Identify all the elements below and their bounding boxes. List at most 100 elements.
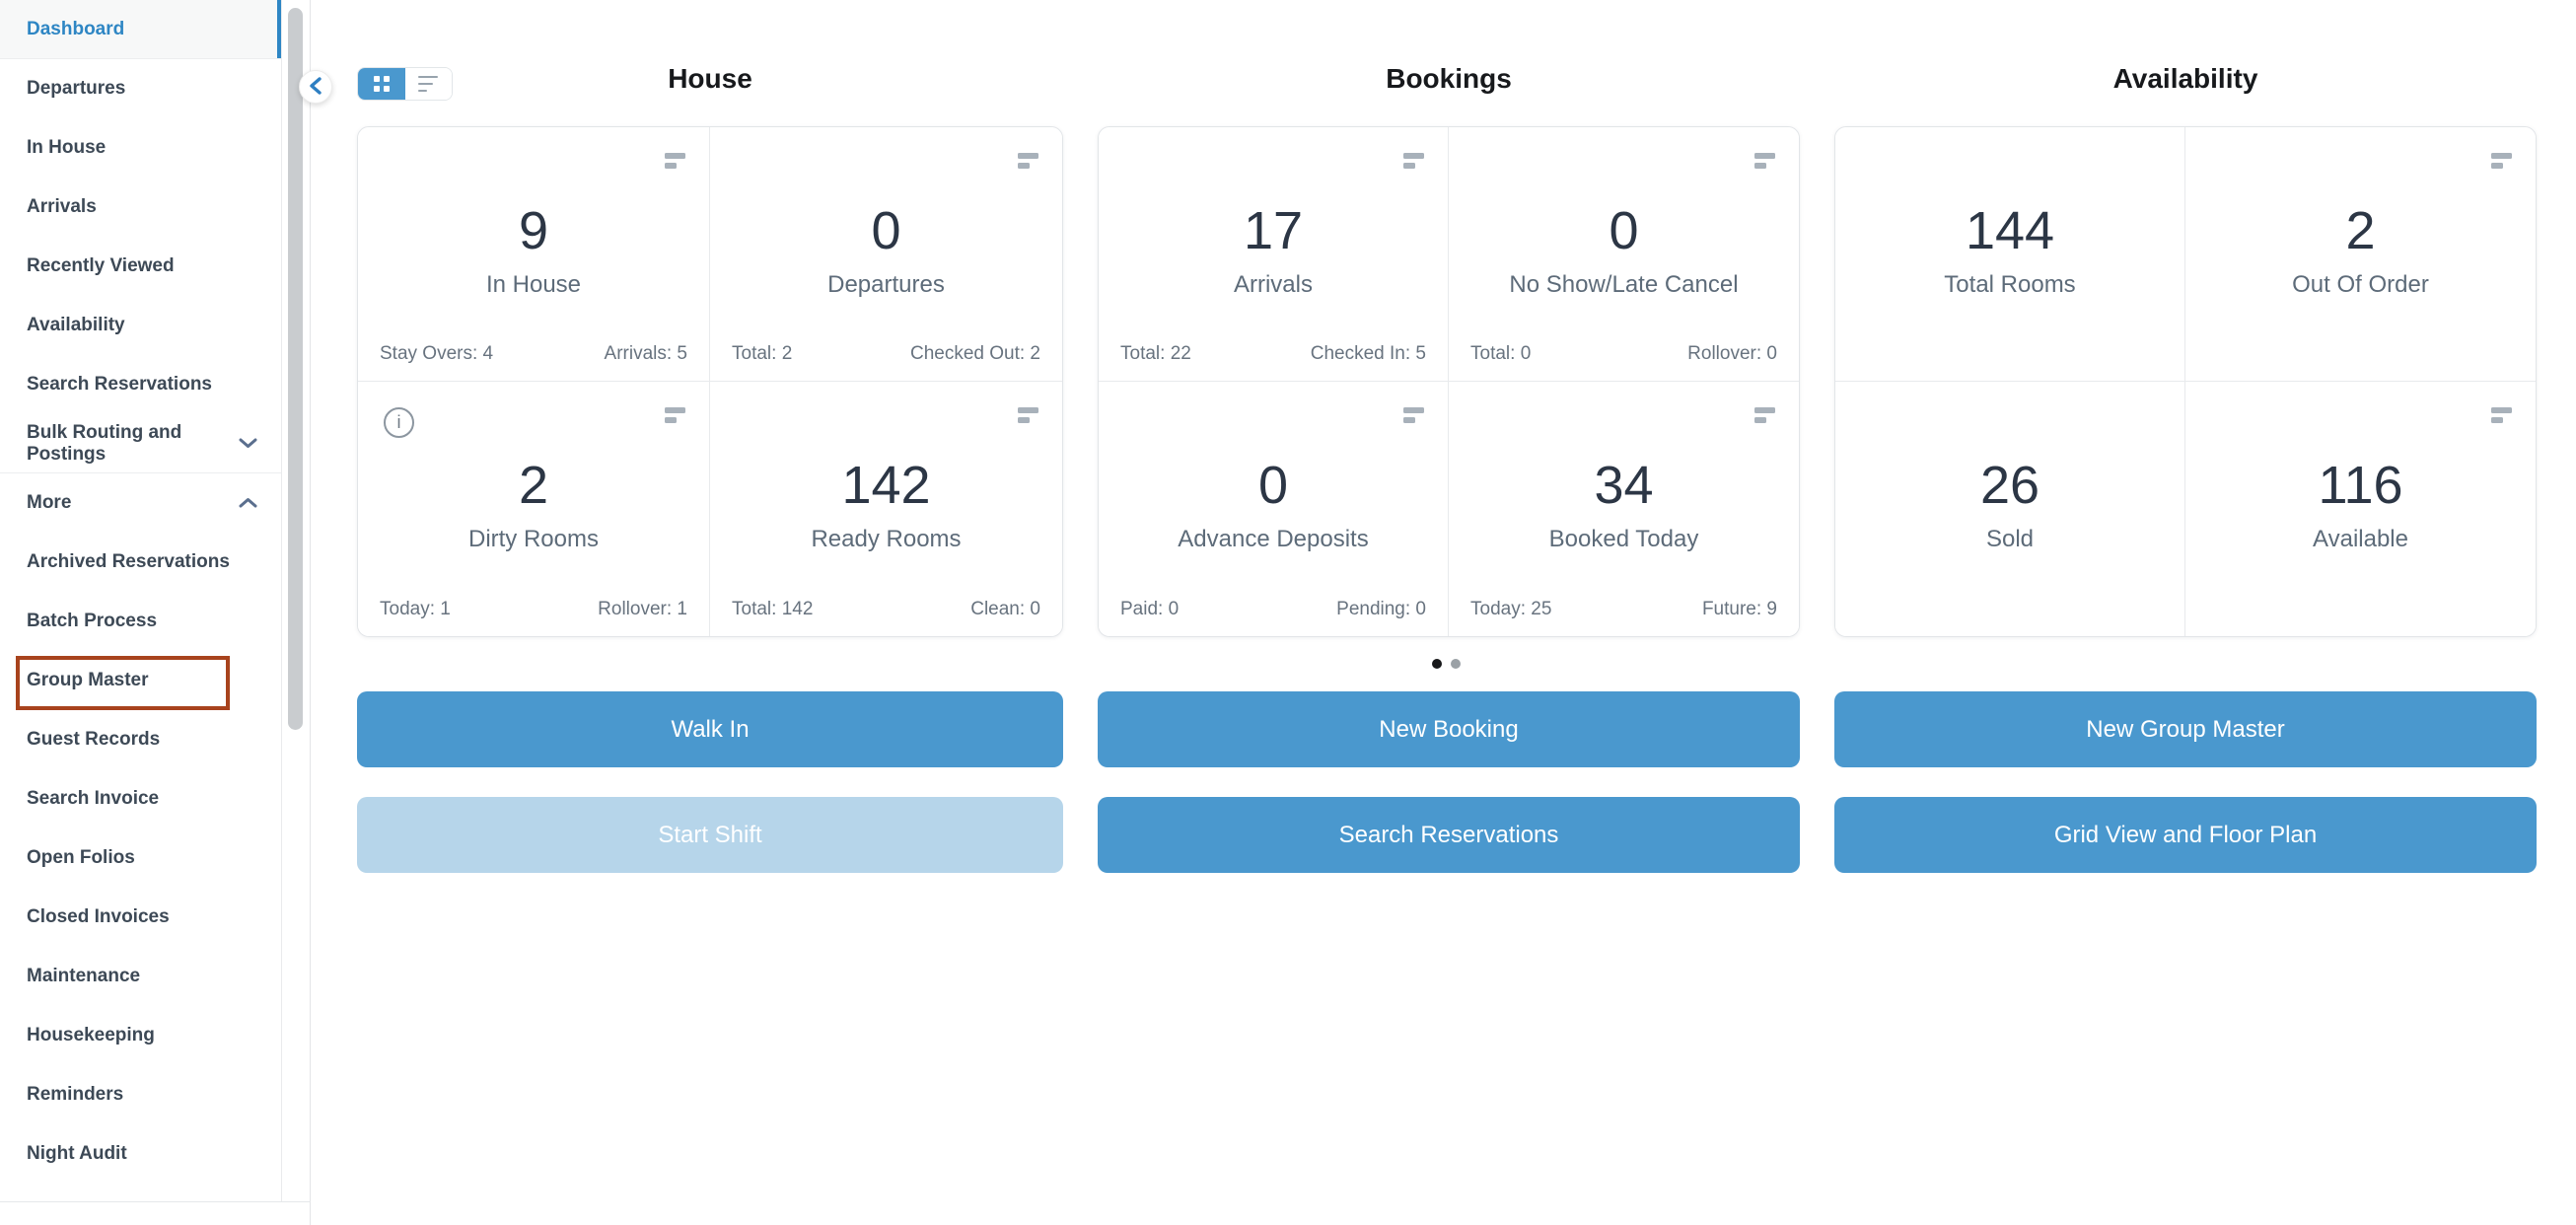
sidebar-item-label: Group Master — [27, 670, 149, 690]
new-group-master-button[interactable]: New Group Master — [1834, 691, 2537, 767]
card-menu-icon[interactable] — [2491, 153, 2512, 169]
start-shift-button[interactable]: Start Shift — [357, 797, 1063, 873]
sidebar-item-availability[interactable]: Availability — [0, 296, 281, 355]
view-toggle-group — [357, 67, 453, 101]
stat-footer-right: Rollover: 1 — [598, 599, 687, 619]
stat-card-out-of-order[interactable]: 2 Out Of Order — [2185, 127, 2536, 382]
card-menu-icon[interactable] — [1754, 407, 1775, 423]
sidebar-item-in-house[interactable]: In House — [0, 118, 281, 178]
sidebar-item-night-audit[interactable]: Night Audit — [0, 1124, 281, 1184]
info-icon[interactable]: i — [384, 407, 414, 438]
sidebar-item-label: More — [27, 492, 72, 513]
chevron-down-icon — [239, 433, 257, 455]
pagination-dot-1[interactable] — [1432, 659, 1442, 669]
stat-value: 17 — [1243, 201, 1304, 260]
sidebar-nav: Dashboard Departures In House Arrivals R… — [0, 0, 282, 1202]
stat-footer-right: Pending: 0 — [1336, 599, 1426, 619]
sidebar-item-departures[interactable]: Departures — [0, 59, 281, 118]
stat-footer-right: Checked Out: 2 — [909, 343, 1040, 364]
stat-footer-left: Total: 142 — [732, 599, 814, 619]
stat-label: Total Rooms — [1944, 271, 2076, 299]
sidebar-item-label: Archived Reservations — [27, 551, 230, 572]
sidebar-item-more[interactable]: More — [0, 473, 281, 533]
sidebar-item-label: In House — [27, 137, 107, 158]
search-reservations-button[interactable]: Search Reservations — [1098, 797, 1800, 873]
card-menu-icon[interactable] — [1018, 153, 1038, 169]
stat-card-total-rooms[interactable]: 144 Total Rooms — [1835, 127, 2185, 382]
stat-card-available[interactable]: 116 Available — [2185, 382, 2536, 636]
stat-value: 142 — [841, 456, 931, 515]
sidebar-item-maintenance[interactable]: Maintenance — [0, 947, 281, 1006]
stat-card-arrivals[interactable]: 17 Arrivals Total: 22 Checked In: 5 — [1099, 127, 1449, 382]
sidebar-item-recently-viewed[interactable]: Recently Viewed — [0, 237, 281, 296]
stat-label: Ready Rooms — [811, 526, 962, 553]
sidebar-item-dashboard[interactable]: Dashboard — [0, 0, 281, 59]
sidebar-item-open-folios[interactable]: Open Folios — [0, 829, 281, 888]
sidebar-item-label: Reminders — [27, 1084, 124, 1105]
stat-footer-left: Stay Overs: 4 — [380, 343, 494, 364]
card-menu-icon[interactable] — [665, 153, 685, 169]
stat-card-departures[interactable]: 0 Departures Total: 2 Checked Out: 2 — [710, 127, 1062, 382]
sidebar-item-arrivals[interactable]: Arrivals — [0, 178, 281, 237]
stat-card-ready-rooms[interactable]: 142 Ready Rooms Total: 142 Clean: 0 — [710, 382, 1062, 636]
stat-label: Advance Deposits — [1178, 526, 1369, 553]
section-title-house: House — [668, 63, 752, 94]
grid-view-floor-plan-button[interactable]: Grid View and Floor Plan — [1834, 797, 2537, 873]
sidebar-item-search-reservations[interactable]: Search Reservations — [0, 355, 281, 414]
stat-footer-left: Total: 0 — [1470, 343, 1532, 364]
stat-footer-right: Arrivals: 5 — [604, 343, 687, 364]
sidebar-item-guest-records[interactable]: Guest Records — [0, 710, 281, 769]
sidebar-item-label: Search Reservations — [27, 374, 212, 395]
stat-footer: Today: 1 Rollover: 1 — [380, 599, 687, 620]
stat-label: Out Of Order — [2292, 271, 2429, 299]
list-icon — [418, 75, 439, 93]
sidebar-item-label: Open Folios — [27, 847, 135, 868]
sidebar-item-archived-reservations[interactable]: Archived Reservations — [0, 533, 281, 592]
stat-card-in-house[interactable]: 9 In House Stay Overs: 4 Arrivals: 5 — [358, 127, 710, 382]
grid-view-toggle-button[interactable] — [358, 68, 405, 100]
sidebar-item-label: Night Audit — [27, 1143, 127, 1164]
sidebar-collapse-button[interactable] — [299, 70, 332, 104]
sidebar-item-group-master[interactable]: Group Master — [0, 651, 281, 710]
stat-card-advance-deposits[interactable]: 0 Advance Deposits Paid: 0 Pending: 0 — [1099, 382, 1449, 636]
pagination-dot-2[interactable] — [1451, 659, 1461, 669]
stat-footer-left: Today: 1 — [380, 599, 451, 619]
stat-footer: Total: 142 Clean: 0 — [732, 599, 1040, 620]
stat-footer: Stay Overs: 4 Arrivals: 5 — [380, 343, 687, 365]
card-menu-icon[interactable] — [1018, 407, 1038, 423]
card-menu-icon[interactable] — [2491, 407, 2512, 423]
sidebar-item-label: Maintenance — [27, 966, 141, 986]
sidebar-scrollbar-track[interactable] — [282, 0, 311, 1225]
new-booking-button[interactable]: New Booking — [1098, 691, 1800, 767]
stat-label: Sold — [1985, 526, 2035, 553]
sidebar-item-label: Bulk Routing and Postings — [27, 421, 182, 465]
card-menu-icon[interactable] — [665, 407, 685, 423]
stat-value: 116 — [2318, 456, 2403, 515]
stat-label: Booked Today — [1548, 526, 1699, 553]
stat-footer: Total: 2 Checked Out: 2 — [732, 343, 1040, 365]
stat-label: Departures — [827, 271, 945, 299]
sidebar-item-bulk-routing-and-postings[interactable]: Bulk Routing and Postings — [0, 414, 281, 473]
stat-card-dirty-rooms[interactable]: i 2 Dirty Rooms Today: 1 Rollover: 1 — [358, 382, 710, 636]
card-menu-icon[interactable] — [1754, 153, 1775, 169]
stat-card-sold[interactable]: 26 Sold — [1835, 382, 2185, 636]
stat-label: Available — [2313, 526, 2408, 553]
sidebar-item-housekeeping[interactable]: Housekeeping — [0, 1006, 281, 1065]
stat-footer-right: Rollover: 0 — [1687, 343, 1777, 364]
stat-footer-right: Future: 9 — [1701, 599, 1777, 619]
stat-footer-right: Checked In: 5 — [1310, 343, 1426, 364]
card-menu-icon[interactable] — [1403, 407, 1424, 423]
sidebar-item-search-invoice[interactable]: Search Invoice — [0, 769, 281, 829]
sidebar-scrollbar-thumb[interactable] — [288, 8, 303, 730]
sidebar-item-reminders[interactable]: Reminders — [0, 1065, 281, 1124]
sidebar-item-batch-process[interactable]: Batch Process — [0, 592, 281, 651]
walk-in-button[interactable]: Walk In — [357, 691, 1063, 767]
list-view-toggle-button[interactable] — [404, 68, 452, 100]
sidebar-item-closed-invoices[interactable]: Closed Invoices — [0, 888, 281, 947]
chevron-left-icon — [309, 76, 322, 98]
card-menu-icon[interactable] — [1403, 153, 1424, 169]
stat-value: 0 — [1609, 201, 1639, 260]
stat-card-booked-today[interactable]: 34 Booked Today Today: 25 Future: 9 — [1449, 382, 1799, 636]
stat-card-no-show-late-cancel[interactable]: 0 No Show/Late Cancel Total: 0 Rollover:… — [1449, 127, 1799, 382]
stat-footer-left: Total: 2 — [732, 343, 793, 364]
